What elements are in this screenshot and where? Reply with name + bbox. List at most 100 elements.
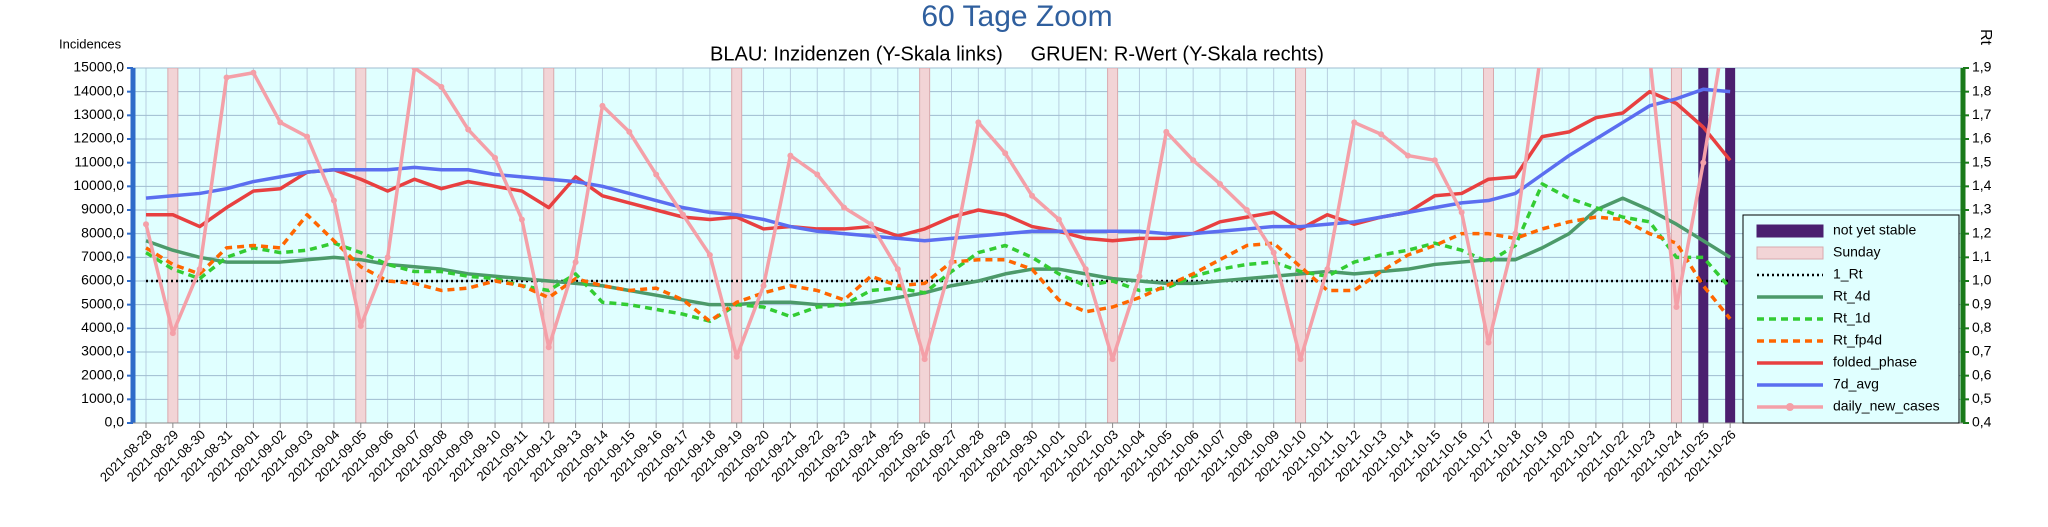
point (223, 74, 230, 81)
y2-tick-label: 1,1 (1972, 248, 1992, 264)
y2-tick-label: 1,6 (1972, 130, 1992, 146)
y2-tick-label: 1,8 (1972, 82, 1992, 98)
bar (919, 68, 931, 423)
line-series (145, 196, 1732, 307)
legend-label: daily_new_cases (1833, 398, 1940, 414)
bars (167, 68, 1736, 423)
point (545, 344, 552, 351)
point (572, 259, 579, 266)
legend-swatch (1756, 246, 1824, 260)
point (1673, 304, 1680, 311)
y2-tick-label: 0,7 (1972, 343, 1992, 359)
y2-tick-label: 0,6 (1972, 366, 1992, 382)
bar (731, 68, 743, 423)
point (706, 251, 713, 258)
point (357, 322, 364, 329)
lines (143, 41, 1732, 363)
point (438, 83, 445, 90)
point (841, 204, 848, 211)
legend-label: 1_Rt (1833, 266, 1863, 282)
legend-label: not yet stable (1833, 222, 1916, 238)
y2-tick-label: 0,9 (1972, 295, 1992, 311)
bar (1698, 68, 1709, 423)
point (250, 69, 257, 76)
y2-tick-label: 1,5 (1972, 153, 1992, 169)
y2-tick-label: 1,7 (1972, 106, 1992, 122)
point (626, 128, 633, 135)
point (1109, 356, 1116, 363)
point (169, 330, 176, 337)
y-tick-label: 12000,0 (73, 130, 124, 146)
point (304, 133, 311, 140)
y2-tick-label: 1,9 (1972, 59, 1992, 75)
y2-tick-label: 0,4 (1972, 414, 1992, 430)
y-tick-label: 2000,0 (81, 366, 124, 382)
y-tick-label: 7000,0 (81, 248, 124, 264)
bar (1295, 68, 1307, 423)
point (975, 119, 982, 126)
bar (167, 68, 179, 423)
point (1324, 266, 1331, 273)
point (330, 197, 337, 204)
y-tick-label: 14000,0 (73, 82, 124, 98)
point (277, 119, 284, 126)
y2-tick-label: 0,8 (1972, 319, 1992, 335)
point (1190, 157, 1197, 164)
bar (1483, 68, 1494, 423)
y-tick-label: 11000,0 (74, 153, 124, 169)
y-tick-label: 0,0 (105, 414, 125, 430)
legend-label: 7d_avg (1833, 376, 1879, 392)
y-tick-label: 15000,0 (73, 59, 124, 75)
point (814, 171, 821, 178)
point (1700, 159, 1707, 166)
y2-tick-label: 1,0 (1972, 272, 1992, 288)
bar (355, 68, 367, 423)
point (196, 266, 203, 273)
point (384, 254, 391, 261)
point (1351, 119, 1358, 126)
y-tick-label: 4000,0 (81, 319, 124, 335)
point (1431, 157, 1438, 164)
y-tick-label: 1000,0 (81, 390, 124, 406)
legend-label: Rt_4d (1833, 288, 1870, 304)
legend-label: folded_phase (1833, 354, 1917, 370)
legend-label: Rt_1d (1833, 310, 1870, 326)
y2-tick-label: 0,5 (1972, 390, 1992, 406)
point (1458, 209, 1465, 216)
point (1539, 41, 1545, 47)
legend: not yet stable Sunday 1_Rt Rt_4d Rt_1d Rt_fp4… (1742, 214, 1960, 424)
point (680, 211, 686, 218)
legend-label: Rt_fp4d (1833, 332, 1882, 348)
point (1136, 273, 1143, 280)
bar (543, 68, 555, 423)
legend-label: Sunday (1833, 244, 1880, 260)
point (1002, 150, 1009, 157)
point (465, 126, 472, 133)
point (1512, 230, 1519, 237)
bar (1725, 68, 1736, 423)
legend-marker (1786, 403, 1794, 411)
point (518, 216, 525, 223)
point (1082, 266, 1089, 273)
point (1270, 249, 1277, 256)
point (1647, 53, 1653, 59)
y-tick-label: 13000,0 (73, 106, 124, 122)
y-tick-label: 6000,0 (81, 272, 124, 288)
point (894, 266, 901, 273)
y-tick-label: 8000,0 (81, 224, 124, 240)
chart-title: 60 Tage Zoom (921, 0, 1112, 33)
y2-axis-label: Rt (1977, 29, 1994, 46)
point (921, 356, 928, 363)
y-axis-label: Incidences (59, 36, 122, 51)
y-tick-label: 5000,0 (81, 295, 124, 311)
y2-tick-label: 1,4 (1972, 177, 1992, 193)
y-tick-label: 10000,0 (73, 177, 124, 193)
point (1485, 339, 1492, 346)
point (1029, 192, 1036, 199)
line-series (145, 87, 1731, 243)
bar (1107, 68, 1119, 423)
point (1055, 216, 1062, 223)
legend-swatch (1756, 224, 1824, 238)
y2-tick-label: 1,2 (1972, 224, 1992, 240)
point (760, 282, 767, 289)
